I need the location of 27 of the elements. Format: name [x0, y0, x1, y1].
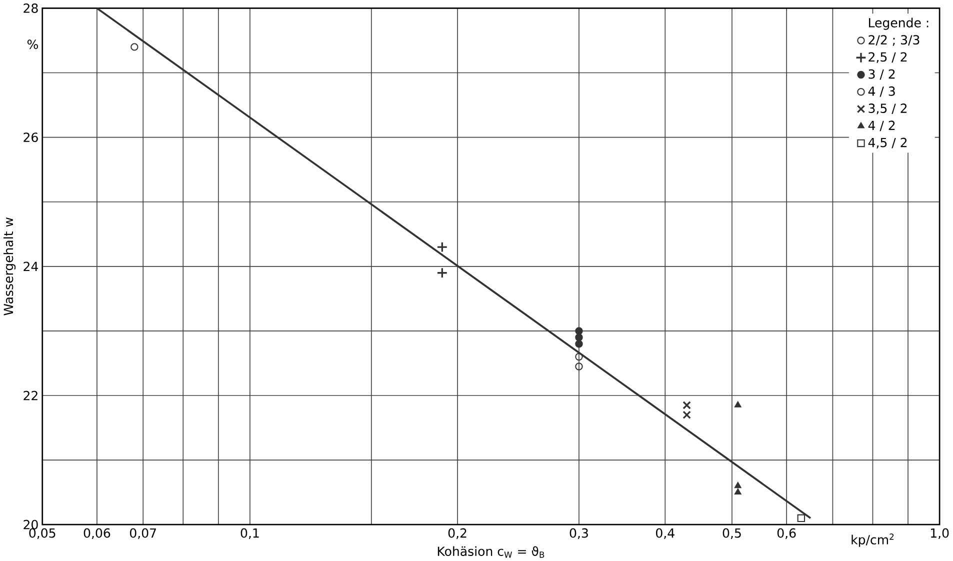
x-tick-label: 0,07: [130, 528, 156, 539]
legend-label: 2,5 / 2: [868, 52, 907, 63]
x-tick-label: 0,3: [570, 528, 588, 539]
legend-label: 3 / 2: [868, 69, 895, 80]
legend-label: 4 / 2: [868, 120, 895, 132]
x-tick-label: 1,0: [930, 528, 949, 539]
y-tick-label: 20: [24, 520, 38, 530]
legend-label: 4 / 3: [868, 86, 895, 97]
y-axis-title: Wassergehalt w: [3, 217, 16, 316]
legend-title: Legende :: [868, 18, 928, 30]
legend-label: 2/2 ; 3/3: [868, 35, 920, 46]
x-tick-label: 0,06: [84, 528, 110, 539]
x-tick-label: 0,6: [777, 528, 796, 539]
x-axis-title: Kohäsion c$_{W}$ = ϑ$_{B}$: [438, 546, 544, 558]
legend-label: 3,5 / 2: [868, 103, 907, 114]
x-tick-label: 0,4: [656, 528, 674, 539]
y-tick-label: 26: [24, 132, 38, 142]
x-tick-label: 0,1: [240, 528, 259, 539]
y-tick-label: 22: [24, 390, 38, 400]
legend-label: 4,5 / 2: [868, 138, 907, 148]
x-tick-label: 0,2: [448, 528, 466, 539]
x-tick-label: 0,5: [722, 528, 741, 539]
y-tick-label: 28: [24, 3, 38, 13]
text: %: [27, 40, 38, 50]
y-tick-label: 24: [24, 262, 38, 271]
text: kp/cm$^{2}$: [852, 533, 894, 547]
x-tick-label: 0,05: [29, 528, 56, 539]
